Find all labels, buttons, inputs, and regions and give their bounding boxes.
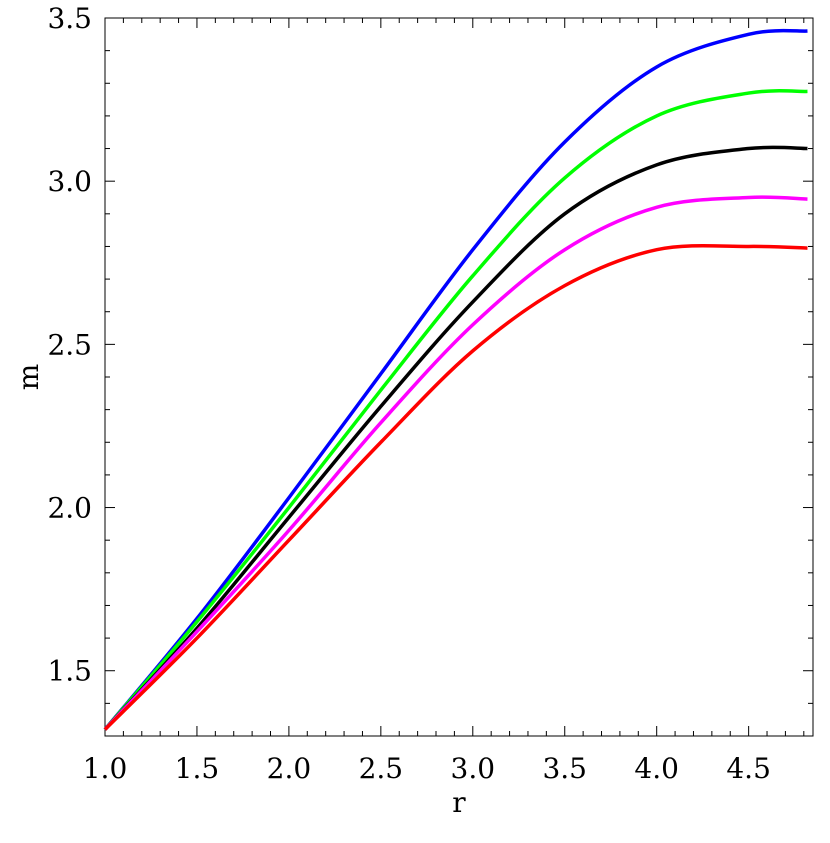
y-tick-labels: 1.5 2.0 2.5 3.0 3.5 [47,2,92,688]
x-tick-labels: 1.0 1.5 2.0 2.5 3.0 3.5 4.0 4.5 [83,752,771,785]
x-tick-label: 4.5 [726,752,771,785]
series-line-2 [103,89,808,731]
x-tick-label: 2.5 [359,752,404,785]
x-tick-label: 1.0 [83,752,128,785]
x-tick-label: 1.5 [175,752,220,785]
series-line-4 [103,195,808,731]
x-axis-label: r [452,786,466,819]
series-line-3 [103,145,808,731]
series-line-1 [103,28,808,731]
y-tick-label: 3.5 [47,2,92,35]
x-tick-label: 2.0 [267,752,312,785]
x-tick-label: 3.0 [451,752,496,785]
y-tick-label: 3.0 [47,165,92,198]
y-axis-label: m [12,364,45,391]
x-tick-label: 4.0 [634,752,679,785]
x-tick-label: 3.5 [542,752,587,785]
y-tick-label: 2.5 [47,328,92,361]
plot-frame [104,17,814,737]
y-tick-label: 1.5 [47,655,92,688]
series-lines [103,28,808,731]
series-line-5 [103,243,808,731]
axis-ticks [104,17,813,737]
y-tick-label: 2.0 [47,492,92,525]
